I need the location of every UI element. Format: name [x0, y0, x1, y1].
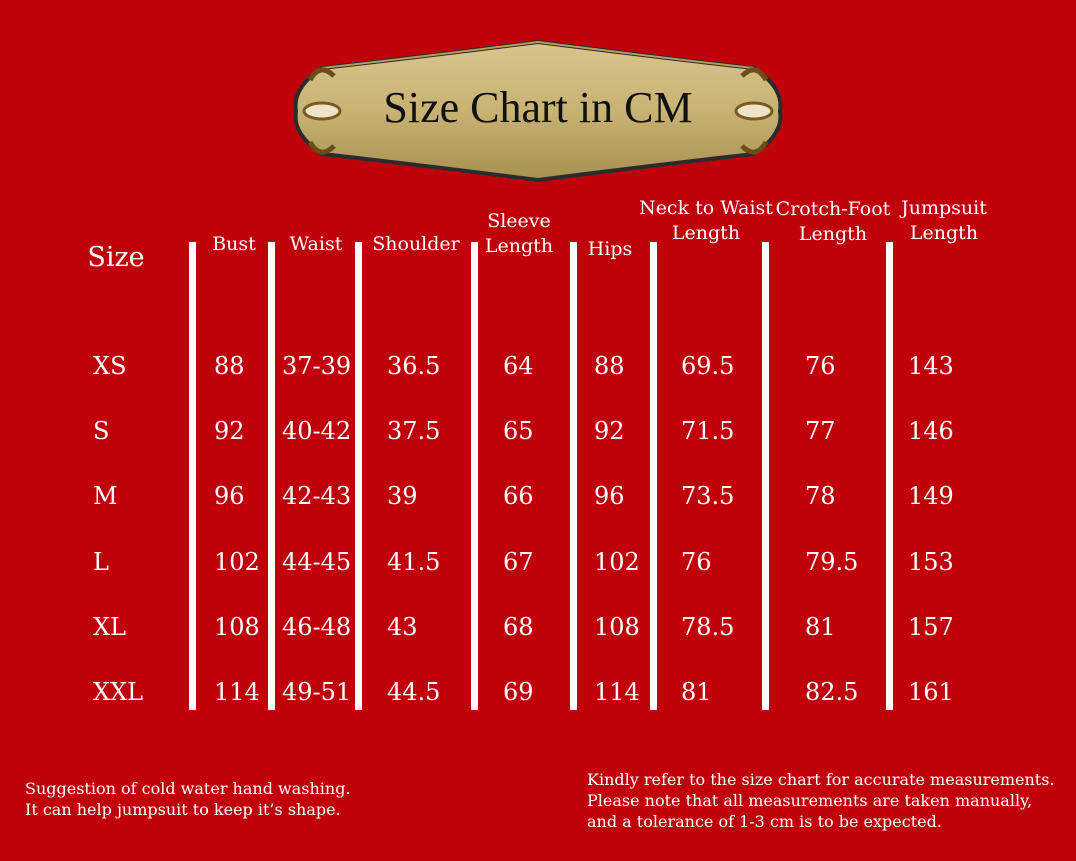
table-cell: 69.5 — [681, 352, 735, 380]
table-cell: 44-45 — [282, 548, 352, 576]
table-cell: 82.5 — [805, 678, 859, 706]
column-header: Hips — [530, 237, 690, 262]
header-line: Length — [484, 235, 554, 257]
title-plaque — [293, 39, 783, 183]
column-header: Shoulder — [336, 232, 496, 257]
size-label: L — [93, 548, 109, 576]
table-cell: 114 — [214, 678, 260, 706]
table-cell: 44.5 — [387, 678, 441, 706]
table-cell: 92 — [214, 417, 245, 445]
table-cell: 108 — [594, 613, 640, 641]
table-cell: 143 — [908, 352, 954, 380]
column-header: Neck to Waist Length — [626, 196, 786, 246]
note-line: Please note that all measurements are ta… — [587, 791, 1033, 810]
table-cell: 102 — [214, 548, 260, 576]
table-cell: 153 — [908, 548, 954, 576]
header-line: Bust — [212, 233, 256, 255]
table-cell: 43 — [387, 613, 418, 641]
table-cell: 42-43 — [282, 482, 352, 510]
table-cell: 146 — [908, 417, 954, 445]
table-cell: 79.5 — [805, 548, 859, 576]
size-label: XL — [93, 613, 127, 641]
header-line: Length — [909, 222, 979, 244]
table-cell: 36.5 — [387, 352, 441, 380]
table-cell: 67 — [503, 548, 534, 576]
table-cell: 37-39 — [282, 352, 352, 380]
column-header: Sleeve Length — [439, 209, 599, 259]
header-line: Sleeve — [487, 210, 551, 232]
table-cell: 102 — [594, 548, 640, 576]
table-cell: 77 — [805, 417, 836, 445]
column-header: Bust — [154, 232, 314, 257]
column-divider — [355, 242, 362, 710]
column-divider — [650, 242, 657, 710]
table-cell: 65 — [503, 417, 534, 445]
table-cell: 41.5 — [387, 548, 441, 576]
table-cell: 68 — [503, 613, 534, 641]
column-divider — [886, 242, 893, 710]
header-line: Length — [671, 222, 741, 244]
column-header: Waist — [236, 232, 396, 257]
table-cell: 40-42 — [282, 417, 352, 445]
size-label: M — [93, 482, 118, 510]
table-cell: 73.5 — [681, 482, 735, 510]
table-cell: 69 — [503, 678, 534, 706]
table-cell: 96 — [594, 482, 625, 510]
size-label: XXL — [93, 678, 144, 706]
page-title: Size Chart in CM — [383, 83, 693, 132]
table-cell: 157 — [908, 613, 954, 641]
measurement-note: Kindly refer to the size chart for accur… — [587, 769, 1055, 832]
table-cell: 76 — [681, 548, 712, 576]
table-cell: 114 — [594, 678, 640, 706]
table-cell: 37.5 — [387, 417, 441, 445]
header-line: Jumpsuit — [901, 197, 987, 219]
table-cell: 92 — [594, 417, 625, 445]
table-cell: 96 — [214, 482, 245, 510]
table-cell: 46-48 — [282, 613, 352, 641]
note-line: Suggestion of cold water hand washing. — [25, 779, 351, 798]
table-cell: 39 — [387, 482, 418, 510]
size-label: S — [93, 417, 110, 445]
header-line: Shoulder — [372, 233, 460, 255]
column-divider — [268, 242, 275, 710]
table-cell: 78 — [805, 482, 836, 510]
table-cell: 76 — [805, 352, 836, 380]
header-line: Neck to Waist — [639, 197, 773, 219]
table-cell: 88 — [214, 352, 245, 380]
washing-note: Suggestion of cold water hand washing. I… — [25, 778, 351, 820]
table-cell: 81 — [681, 678, 712, 706]
column-header: Crotch-Foot Length — [753, 197, 913, 247]
column-divider — [471, 242, 478, 710]
table-cell: 71.5 — [681, 417, 735, 445]
table-cell: 64 — [503, 352, 534, 380]
column-header: Size — [36, 242, 196, 273]
header-line: Size — [87, 242, 145, 273]
column-divider — [762, 242, 769, 710]
column-header: Jumpsuit Length — [864, 196, 1024, 246]
header-line: Waist — [289, 233, 343, 255]
table-cell: 161 — [908, 678, 954, 706]
table-cell: 81 — [805, 613, 836, 641]
note-line: It can help jumpsuit to keep it’s shape. — [25, 800, 341, 819]
table-cell: 78.5 — [681, 613, 735, 641]
table-cell: 88 — [594, 352, 625, 380]
header-line: Length — [798, 223, 868, 245]
table-cell: 66 — [503, 482, 534, 510]
table-cell: 49-51 — [282, 678, 352, 706]
note-line: and a tolerance of 1-3 cm is to be expec… — [587, 812, 942, 831]
column-divider — [570, 242, 577, 710]
header-line: Crotch-Foot — [775, 198, 891, 220]
column-divider — [189, 242, 196, 710]
size-label: XS — [93, 352, 127, 380]
header-line: Hips — [587, 238, 633, 260]
table-cell: 149 — [908, 482, 954, 510]
table-cell: 108 — [214, 613, 260, 641]
note-line: Kindly refer to the size chart for accur… — [587, 770, 1055, 789]
